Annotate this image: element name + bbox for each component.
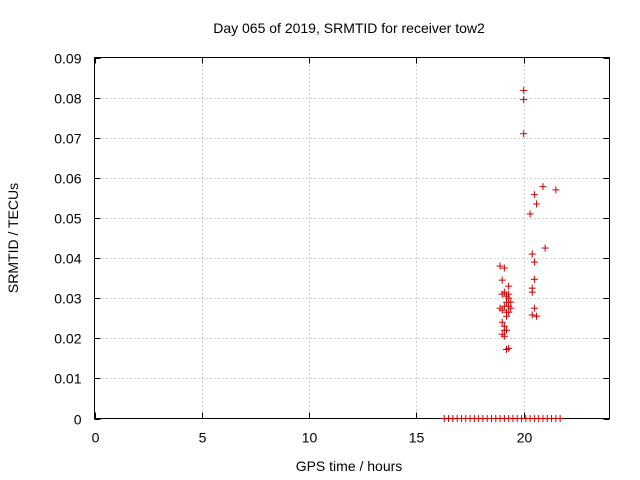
data-point (505, 290, 513, 298)
x-tick-label: 5 (199, 430, 207, 446)
data-point (556, 415, 564, 422)
data-point (528, 311, 536, 319)
y-tick-label: 0.06 (54, 171, 81, 187)
data-point (498, 318, 506, 326)
y-tick-label: 0.03 (54, 291, 81, 307)
data-point (539, 183, 547, 191)
y-axis-label: SRMTID / TECUs (5, 183, 21, 293)
y-tick-label: 0.07 (54, 131, 81, 147)
data-point (530, 304, 538, 312)
data-point (505, 282, 513, 290)
data-point (500, 264, 508, 272)
x-tick-label: 10 (302, 430, 318, 446)
data-point (530, 191, 538, 199)
data-point (507, 298, 515, 306)
x-tick-label: 0 (92, 430, 100, 446)
data-point (530, 258, 538, 266)
data-point (505, 308, 513, 316)
data-point (498, 306, 506, 314)
data-point (528, 288, 536, 296)
data-point (526, 210, 534, 218)
x-tick-label: 20 (517, 430, 533, 446)
y-tick-label: 0.02 (54, 331, 81, 347)
data-point (530, 275, 538, 283)
data-point (520, 130, 528, 138)
data-point (533, 200, 541, 208)
data-point (533, 312, 541, 320)
y-tick-label: 0.08 (54, 91, 81, 107)
x-axis-label: GPS time / hours (296, 458, 403, 474)
data-point (552, 186, 560, 194)
data-point (496, 262, 504, 270)
x-tick-label: 15 (409, 430, 425, 446)
data-point (541, 244, 549, 252)
y-tick-label: 0.04 (54, 251, 81, 267)
grid (94, 57, 610, 419)
data-point (528, 250, 536, 258)
data-point (500, 332, 508, 340)
axis-ticks (94, 57, 610, 420)
y-tick-label: 0.05 (54, 211, 81, 227)
data-point (507, 304, 515, 312)
y-tick-label: 0.09 (54, 51, 81, 67)
chart-title: Day 065 of 2019, SRMTID for receiver tow… (213, 20, 485, 36)
data-point (503, 346, 510, 354)
data-point (503, 312, 510, 320)
data-point (498, 276, 506, 284)
y-tick-label: 0 (74, 412, 82, 428)
y-tick-labels: 0 0.01 0.02 0.03 0.04 0.05 0.06 0.07 0.08 0.09 (54, 51, 81, 428)
data-points (440, 86, 564, 422)
plot-frame (94, 57, 610, 419)
x-tick-labels: 0 5 10 15 20 (92, 430, 533, 446)
data-point (500, 288, 508, 296)
data-point (503, 326, 510, 334)
data-point (520, 86, 528, 94)
y-tick-label: 0.01 (54, 371, 81, 387)
data-point (520, 96, 528, 104)
